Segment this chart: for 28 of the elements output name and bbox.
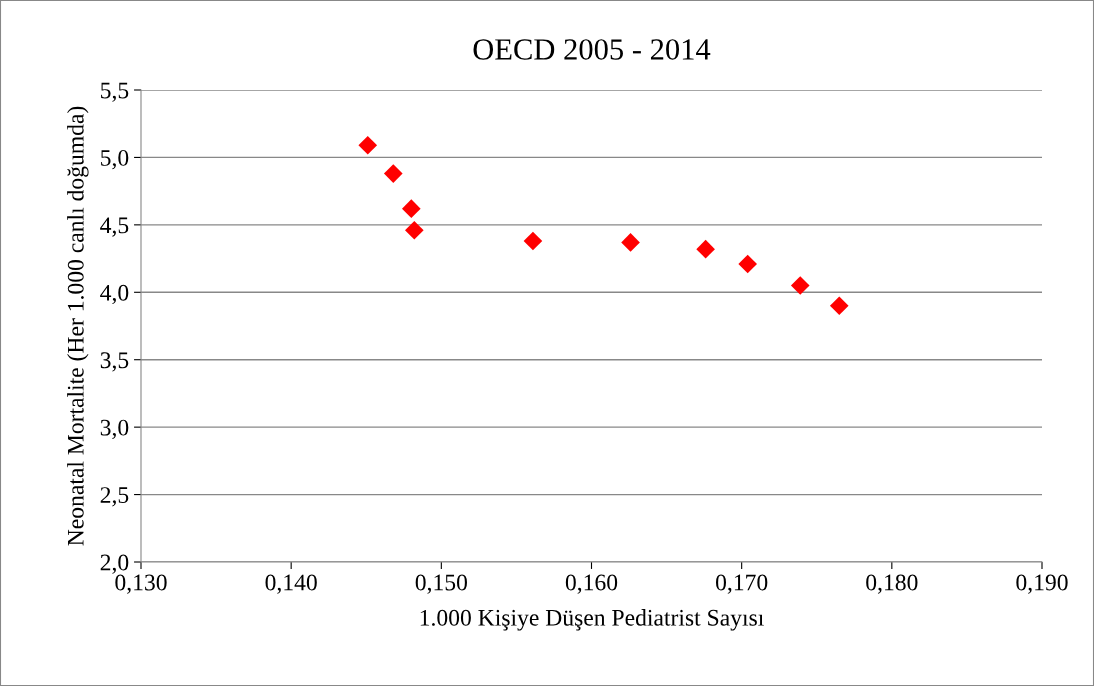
x-tick-label: 0,180: [866, 574, 918, 594]
point: [401, 199, 421, 218]
x-tick-label: 0,140: [265, 574, 317, 594]
x-axis-title: 1.000 Kişiye Düşen Pediatrist Sayısı: [420, 609, 764, 631]
y-tick-label: 3,0: [100, 419, 129, 439]
point: [404, 220, 424, 240]
point: [621, 233, 640, 252]
x-tick-label: 0,130: [115, 574, 167, 594]
point: [358, 135, 378, 155]
y-tick-label: 2,5: [100, 487, 129, 507]
y-tick-label: 2,0: [100, 554, 129, 574]
x-tick-label: 0,170: [716, 574, 768, 594]
point: [738, 254, 757, 274]
x-tick-label: 0,160: [565, 574, 618, 594]
y-tick-label: 5,0: [101, 149, 129, 170]
x-tick-label: 0,150: [415, 574, 467, 594]
point: [383, 164, 403, 183]
point: [790, 276, 810, 295]
y-axis-title: Neonatal Mortalite (Her 1.000 canlı doğumda): [67, 106, 89, 546]
point: [829, 296, 849, 316]
y-tick-label: 4,5: [100, 217, 129, 237]
point: [696, 239, 715, 259]
y-tick-label: 3,5: [100, 352, 129, 372]
x-tick-label: 0,190: [1016, 574, 1068, 594]
chart-title: OECD 2005 - 2014: [473, 39, 711, 60]
y-tick-label: 4,0: [100, 284, 129, 305]
point: [523, 231, 543, 251]
y-tick-label: 5,5: [101, 82, 129, 102]
